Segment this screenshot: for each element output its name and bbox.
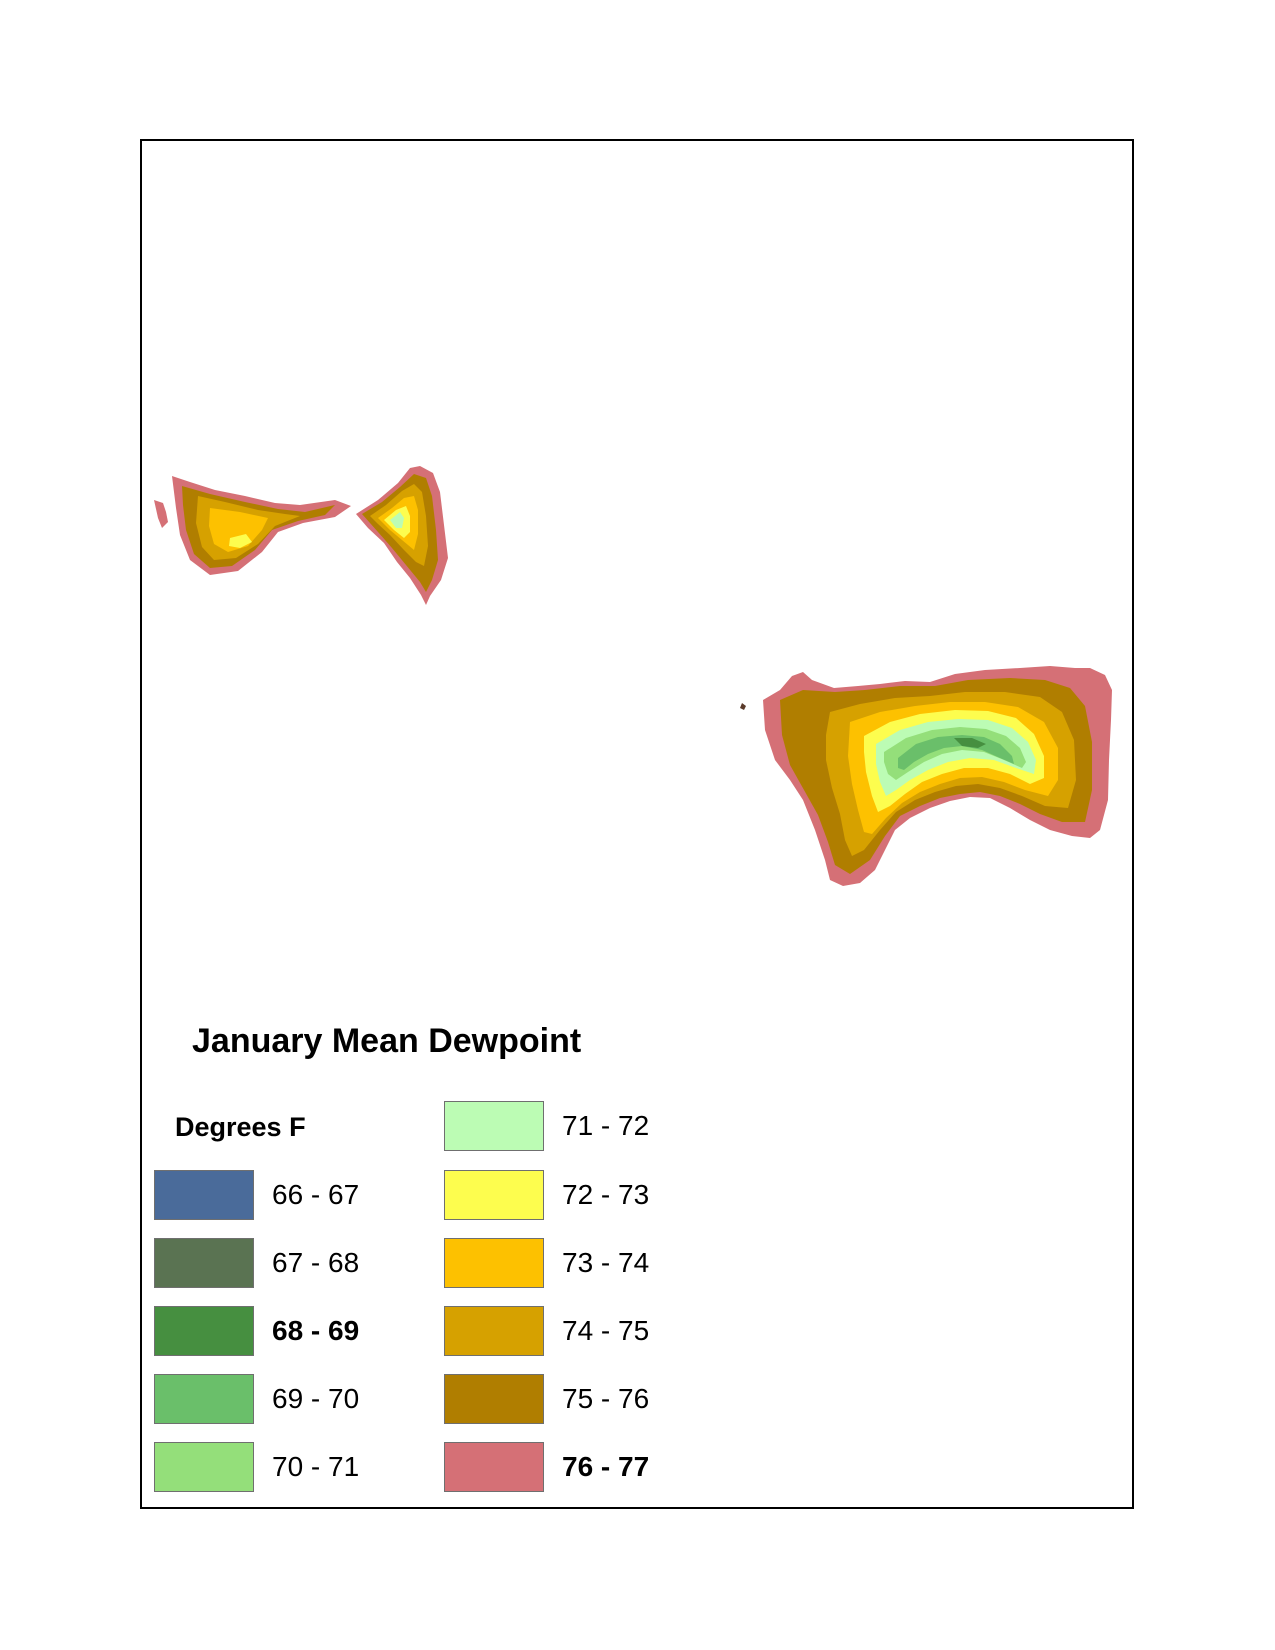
legend-swatch [154, 1306, 254, 1356]
legend-label: 70 - 71 [272, 1451, 360, 1482]
island-west-zone-72-73 [229, 534, 252, 548]
island-west [154, 476, 351, 575]
legend-heading: Degrees F [175, 1112, 306, 1142]
legend-item-71-72: 71 - 72 [444, 1101, 704, 1153]
legend-item-75-76: 75 - 76 [444, 1374, 704, 1426]
island-central [356, 466, 448, 605]
legend-swatch [154, 1442, 254, 1492]
legend-label: 75 - 76 [562, 1383, 650, 1414]
legend-item-70-71: 70 - 71 [154, 1442, 414, 1494]
legend-swatch [154, 1170, 254, 1220]
island-east-islet [740, 703, 746, 710]
legend-item-72-73: 72 - 73 [444, 1170, 704, 1222]
legend-label: 66 - 67 [272, 1179, 360, 1210]
legend-item-73-74: 73 - 74 [444, 1238, 704, 1290]
legend-swatch [444, 1442, 544, 1492]
island-east-zone-68-69 [954, 738, 986, 748]
legend-item-68-69: 68 - 69 [154, 1306, 414, 1358]
island-central-zone-71-72 [390, 512, 404, 528]
legend-label: 67 - 68 [272, 1247, 360, 1278]
legend-swatch [444, 1306, 544, 1356]
legend-item-74-75: 74 - 75 [444, 1306, 704, 1358]
legend-label: 68 - 69 [272, 1315, 360, 1346]
legend-label: 73 - 74 [562, 1247, 650, 1278]
legend-item-76-77: 76 - 77 [444, 1442, 704, 1494]
map-title: January Mean Dewpoint [192, 1022, 582, 1060]
legend-swatch [154, 1374, 254, 1424]
legend-swatch [444, 1238, 544, 1288]
legend-label: 76 - 77 [562, 1451, 650, 1482]
legend-swatch [444, 1170, 544, 1220]
legend-item-66-67: 66 - 67 [154, 1170, 414, 1222]
legend-swatch [444, 1374, 544, 1424]
legend-label: 74 - 75 [562, 1315, 650, 1346]
legend-label: 69 - 70 [272, 1383, 360, 1414]
map-frame [140, 139, 1134, 1509]
legend-swatch [154, 1238, 254, 1288]
island-west-zone-73-74 [209, 508, 268, 552]
legend-item-69-70: 69 - 70 [154, 1374, 414, 1426]
island-east [740, 666, 1112, 886]
island-west-islet [154, 500, 168, 528]
legend-swatch [444, 1101, 544, 1151]
legend-label: 72 - 73 [562, 1179, 650, 1210]
legend-item-67-68: 67 - 68 [154, 1238, 414, 1290]
legend-label: 71 - 72 [562, 1110, 650, 1141]
